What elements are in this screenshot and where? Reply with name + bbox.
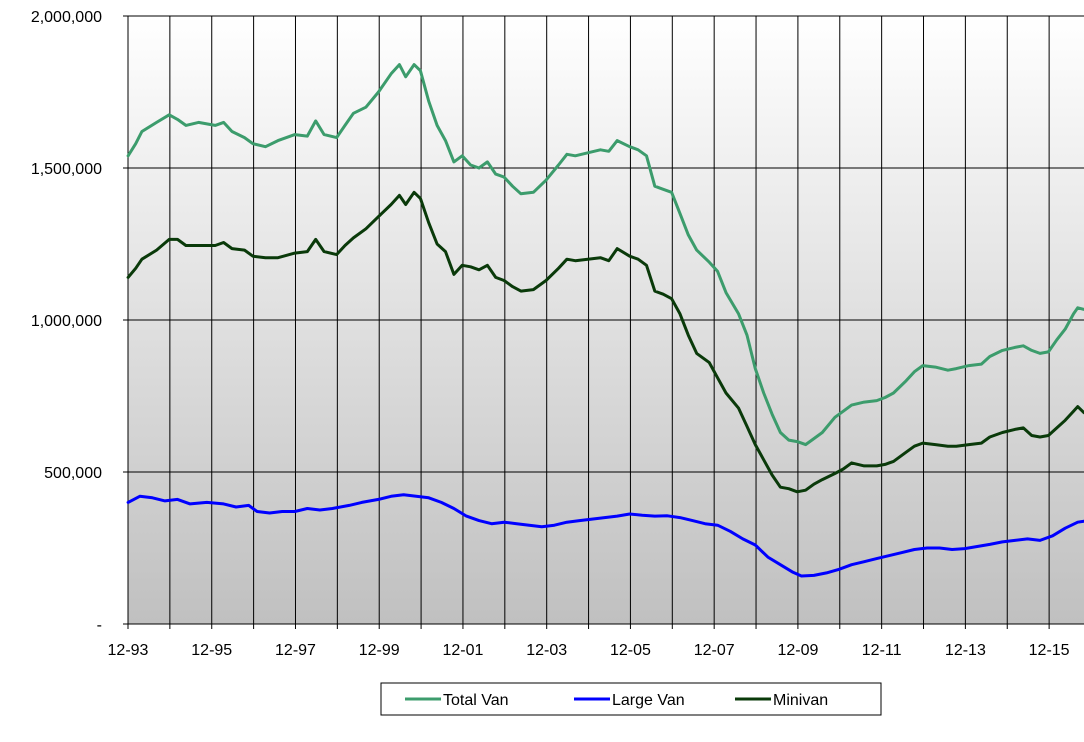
legend-label-large-van: Large Van (612, 692, 685, 709)
x-tick-label: 12-05 (610, 642, 651, 659)
x-tick-label: 12-07 (694, 642, 735, 659)
legend-box (380, 682, 882, 716)
y-tick-label: 500,000 (44, 465, 102, 482)
y-tick-label: - (97, 617, 102, 634)
series-line-total-van (126, 63, 1084, 447)
x-tick-label: 12-15 (1029, 642, 1070, 659)
x-tick-label: 12-11 (862, 642, 902, 659)
x-tick-label: 12-03 (526, 642, 567, 659)
x-tick-label: 12-93 (108, 642, 149, 659)
x-tick-label: 12-13 (945, 642, 986, 659)
x-tick-label: 12-95 (191, 642, 232, 659)
x-tick-label: 12-97 (275, 642, 316, 659)
axes (123, 15, 1084, 629)
x-tick-label: 12-01 (442, 642, 483, 659)
legend-label-total-van: Total Van (443, 692, 509, 709)
y-tick-label: 1,500,000 (31, 161, 102, 178)
series-line-large-van (126, 493, 1084, 578)
legend-label-minivan: Minivan (773, 692, 828, 709)
x-tick-label: 12-99 (359, 642, 400, 659)
series-lines (126, 63, 1084, 578)
x-tick-label: 12-09 (777, 642, 818, 659)
y-tick-label: 2,000,000 (31, 9, 102, 26)
y-tick-labels: 2,000,000 1,500,000 1,000,000 500,000 - (31, 9, 102, 634)
legend: Total Van Large Van Minivan (380, 682, 882, 716)
horizontal-gridlines (128, 15, 1084, 473)
y-tick-label: 1,000,000 (31, 313, 102, 330)
series-line-minivan (126, 190, 1084, 494)
x-tick-labels: 12-93 12-95 12-97 12-99 12-01 12-03 12-05 12-07… (108, 642, 1070, 659)
